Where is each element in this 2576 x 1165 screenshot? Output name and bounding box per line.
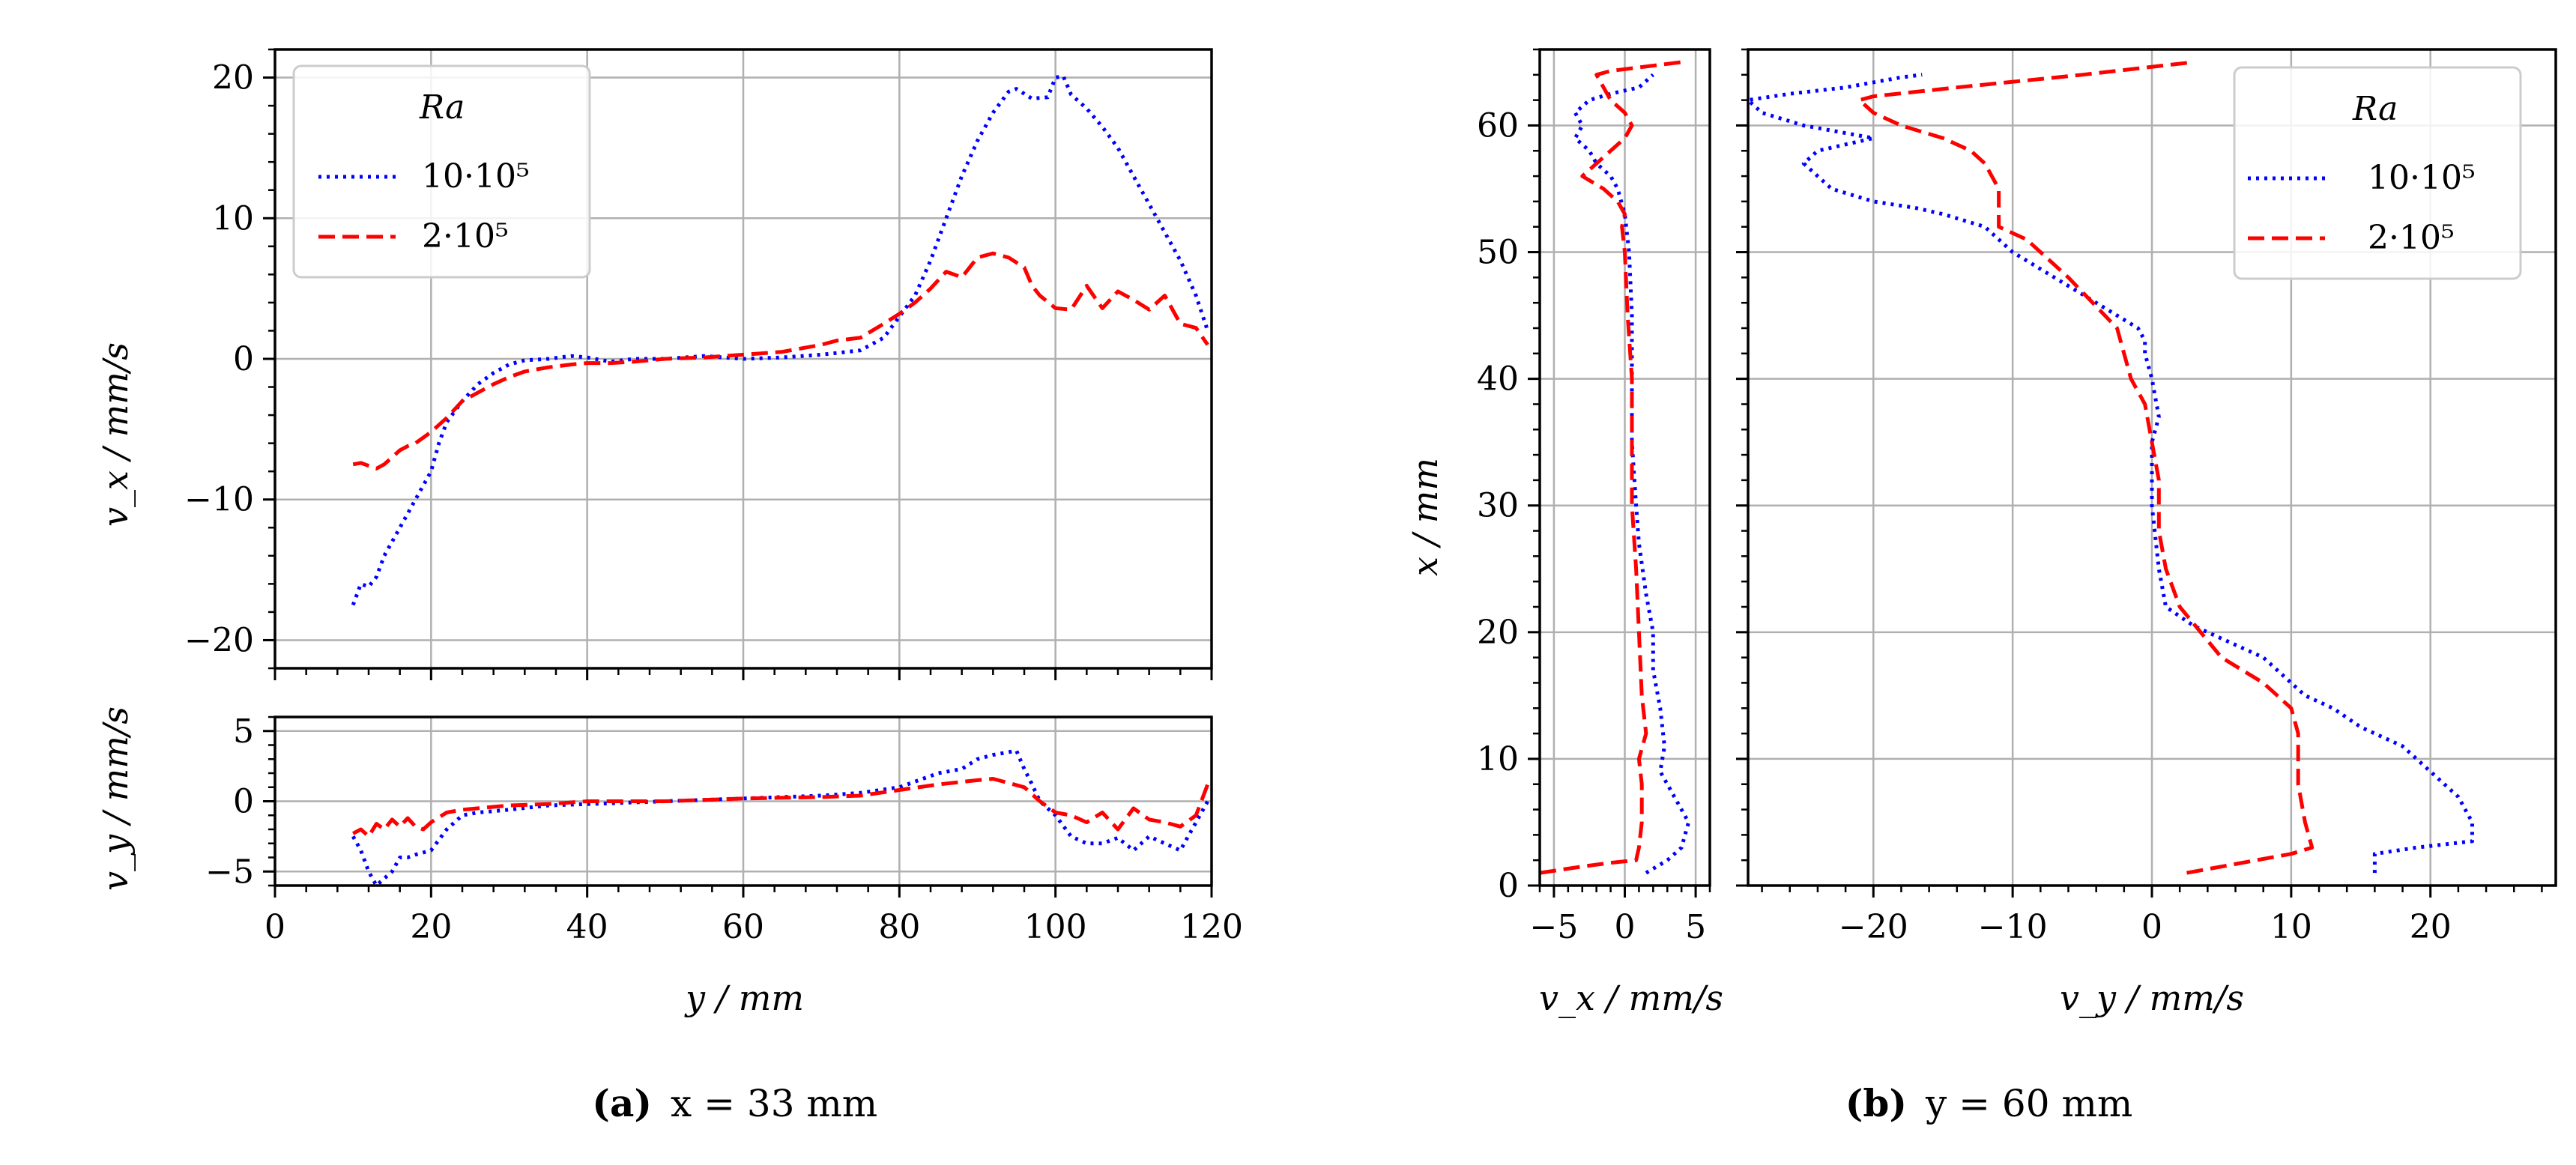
caption-b-letter: (b) xyxy=(1845,1081,1907,1125)
b_left-frame xyxy=(1538,48,1711,887)
a_bottom-xtick-label-4: 80 xyxy=(878,908,920,946)
legend-a-title: Ra xyxy=(419,88,465,127)
axis-label-b-right-x: v_y / mm/s xyxy=(2060,978,2244,1018)
legend-b-label-red: 2·10⁵ xyxy=(2368,219,2455,257)
a_bottom-ytick-label-2: 5 xyxy=(233,712,254,751)
a_top-ytick-label-2: 0 xyxy=(233,340,254,378)
b_right-series-red xyxy=(1857,60,2315,875)
axis-label-b-y: x / mm xyxy=(1405,458,1445,576)
b_right-xtick-label-0: −20 xyxy=(1839,908,1908,946)
b_left-ytick-label-1: 10 xyxy=(1477,740,1519,778)
a_top-ytick-label-3: 10 xyxy=(212,199,254,237)
plot-a-bottom: 0 20 40 60 80 100 120 −5 0 5 xyxy=(205,712,1243,946)
a_top-series-red xyxy=(352,251,1209,470)
b_left-ytick-label-5: 50 xyxy=(1477,234,1519,272)
a_bottom-xtick-label-6: 120 xyxy=(1180,908,1243,946)
axis-label-a-x: y / mm xyxy=(684,978,804,1018)
caption-a-text: x = 33 mm xyxy=(671,1082,877,1125)
legend-b-frame xyxy=(2233,66,2522,280)
b_right-xtick-label-3: 10 xyxy=(2270,908,2312,946)
a_top-ytick-label-4: 20 xyxy=(212,59,254,97)
b_left-ytick-label-4: 40 xyxy=(1477,360,1519,399)
legend-a-label-red: 2·10⁵ xyxy=(422,217,509,255)
legend-a-label-blue: 10·10⁵ xyxy=(422,157,530,196)
legend-b-label-blue: 10·10⁵ xyxy=(2368,159,2476,197)
b_left-ytick-label-6: 60 xyxy=(1477,106,1519,145)
b_left-xtick-label-1: 0 xyxy=(1615,908,1636,946)
b_left-series-red xyxy=(1540,60,1682,875)
a_top-ytick-label-1: −10 xyxy=(184,481,254,519)
b_right-xtick-label-1: −10 xyxy=(1978,908,2048,946)
b_right-series-blue xyxy=(1748,73,2474,874)
a_bottom-series-blue xyxy=(351,748,1209,886)
b_left-ytick-label-0: 0 xyxy=(1498,867,1519,905)
b_left-xtick-label-2: 5 xyxy=(1685,908,1706,946)
b_right-xtick-label-2: 0 xyxy=(2141,908,2162,946)
a_bottom-frame xyxy=(273,715,1213,887)
a_bottom-ytick-label-1: 0 xyxy=(233,783,254,821)
axis-label-a-bottom-y-text: v_y / mm/s xyxy=(95,706,136,891)
b_right-frame xyxy=(1747,48,2557,887)
a_top-series-blue xyxy=(351,74,1210,606)
axis-label-a-top-y-text: v_x / mm/s xyxy=(95,342,136,527)
a_top-frame xyxy=(273,48,1213,670)
caption-a: (a) x = 33 mm xyxy=(592,1081,877,1125)
a_bottom-ytick-label-0: −5 xyxy=(205,853,254,891)
legend-a: Ra 10·10⁵ 2·10⁵ xyxy=(292,64,591,279)
a_bottom-xtick-label-0: 0 xyxy=(264,908,285,946)
a_bottom-xtick-label-5: 100 xyxy=(1024,908,1087,946)
b_left-ytick-label-3: 30 xyxy=(1477,487,1519,525)
caption-b: (b) y = 60 mm xyxy=(1845,1081,2133,1125)
b_left-series-blue xyxy=(1573,73,1691,875)
caption-a-letter: (a) xyxy=(592,1081,652,1125)
axis-label-a-bottom-y: v_y / mm/s xyxy=(95,706,136,891)
b_right-xtick-label-4: 20 xyxy=(2410,908,2452,946)
b_left-ytick-label-2: 20 xyxy=(1477,614,1519,652)
a_bottom-series-red xyxy=(352,777,1210,838)
a_bottom-xtick-label-3: 60 xyxy=(722,908,764,946)
a_bottom-xtick-label-2: 40 xyxy=(566,908,608,946)
caption-b-text: y = 60 mm xyxy=(1925,1082,2132,1125)
a_bottom-xtick-label-1: 20 xyxy=(410,908,452,946)
a_top-ytick-label-0: −20 xyxy=(184,621,254,659)
legend-b-title: Ra xyxy=(2352,90,2398,128)
axis-label-b-y-text: x / mm xyxy=(1405,458,1445,576)
legend-a-frame xyxy=(292,64,591,279)
axis-label-b-left-x: v_x / mm/s xyxy=(1539,978,1723,1018)
b_left-xtick-label-0: −5 xyxy=(1529,908,1578,946)
axis-label-a-top-y: v_x / mm/s xyxy=(95,342,136,527)
legend-b: Ra 10·10⁵ 2·10⁵ xyxy=(2233,66,2522,280)
